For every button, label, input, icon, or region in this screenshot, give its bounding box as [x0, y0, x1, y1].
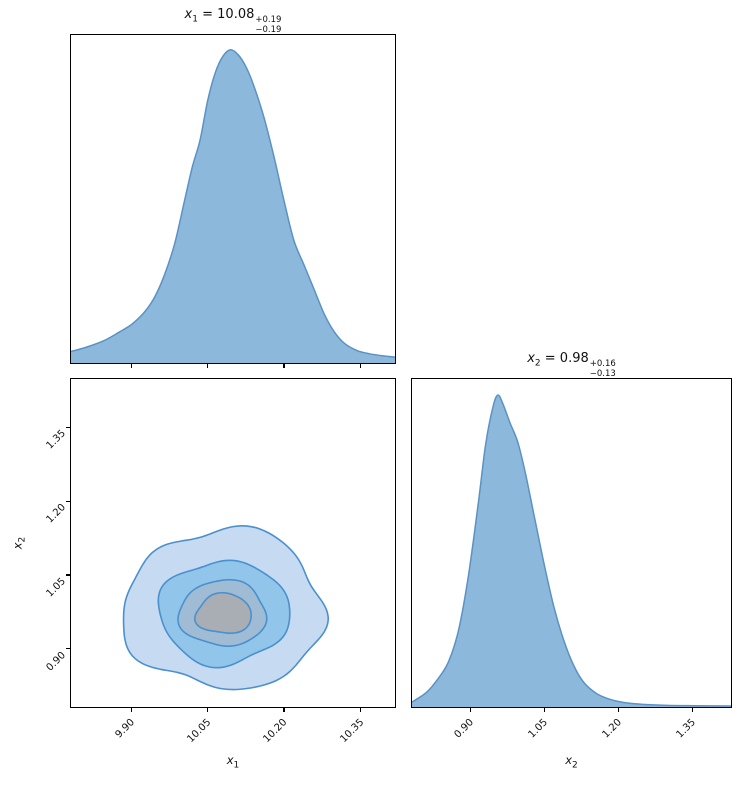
x2-x-axis-label: x2 [411, 753, 732, 770]
x-tick-mark [130, 708, 132, 712]
joint-y-axis-subscript: 2 [17, 536, 28, 543]
y-tick-mark [66, 426, 70, 428]
x1-kde-plot [71, 49, 395, 363]
x1-title-equals: = [197, 7, 218, 22]
x2-marginal-panel [411, 378, 732, 708]
x2-kde-area [412, 395, 731, 707]
x2-kde-plot [412, 394, 731, 707]
x2-title-plus-error: +0.16 [589, 359, 616, 369]
x1-marginal-panel [70, 34, 396, 364]
x2-title-equals: = [540, 351, 560, 366]
joint-y-axis-variable: x [10, 542, 25, 550]
x1-title-minus-error: −0.19 [255, 24, 282, 35]
x2-title-subscript: 2 [534, 358, 541, 369]
x2-panel-title: x2 = 0.98 +0.16 −0.13 [411, 351, 732, 380]
x1-title-variable: x [184, 7, 193, 22]
x1-title-subscript: 1 [192, 14, 198, 25]
x-tick-mark [691, 708, 694, 712]
x2-title-uncertainty: +0.16 −0.13 [589, 359, 616, 380]
joint-x-axis-variable: x [226, 753, 234, 767]
x1-panel-title: x1 = 10.08 +0.19 −0.19 [70, 7, 396, 36]
x1-title-uncertainty: +0.19 −0.19 [255, 15, 282, 36]
x-tick-mark [283, 708, 285, 712]
x2-title-value: 0.98 [559, 351, 589, 366]
x-tick-mark [359, 364, 361, 368]
x2-kde-line [412, 394, 731, 707]
x1-kde-area [71, 49, 395, 363]
joint-x-axis-subscript: 1 [233, 760, 240, 771]
x2-title-minus-error: −0.13 [589, 368, 616, 379]
joint-x-axis-label: x1 [70, 753, 396, 770]
joint-kde-contour-plot [122, 525, 330, 691]
y-tick-mark [66, 648, 70, 650]
x-tick-mark [130, 364, 132, 368]
x-tick-mark [206, 708, 209, 712]
x-tick-mark [283, 364, 285, 368]
contour-level-4 [193, 591, 252, 635]
x1-title-plus-error: +0.19 [255, 15, 282, 25]
x1-kde-line [71, 49, 395, 358]
joint-contour-panel [70, 378, 396, 708]
x2-title-variable: x [527, 351, 535, 366]
x-tick-mark [543, 708, 545, 712]
y-tick-mark [66, 500, 70, 502]
x-tick-mark [206, 364, 209, 368]
x1-title-value: 10.08 [217, 7, 255, 22]
x2-x-axis-subscript: 2 [572, 760, 578, 771]
x-tick-mark [359, 708, 361, 712]
x-tick-mark [617, 708, 619, 712]
x-tick-mark [469, 708, 471, 712]
x2-x-axis-variable: x [565, 753, 573, 767]
y-tick-mark [66, 574, 70, 576]
